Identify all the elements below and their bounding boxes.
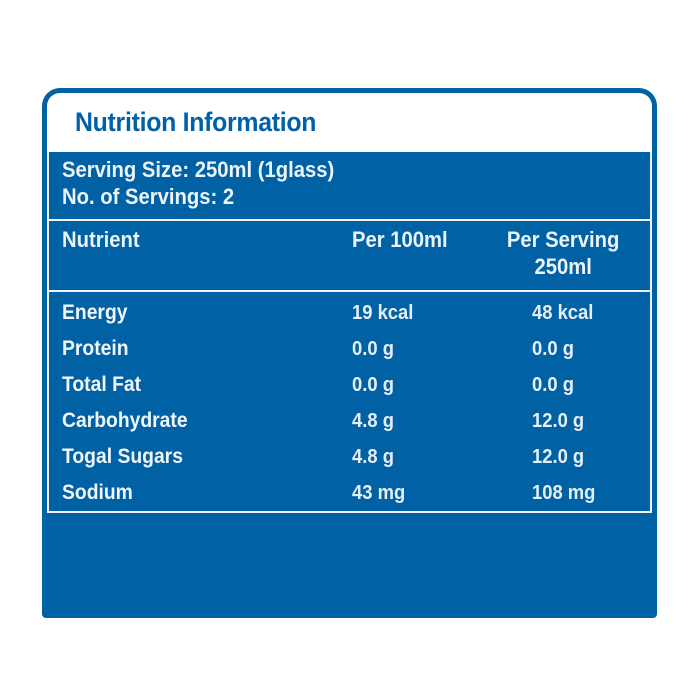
nutrient-name: Sodium [62,481,133,504]
nutrient-name: Energy [62,301,128,324]
panel-title: Nutrition Information [75,107,317,137]
table-row: Total Fat 0.0 g 0.0 g [49,367,650,403]
per-serving-value: 0.0 g [532,373,574,396]
nutrient-name: Togal Sugars [62,445,183,468]
per-100ml-value: 19 kcal [352,301,414,324]
nutrient-name: Protein [62,337,129,360]
column-header-nutrient: Nutrient [49,226,352,290]
separator-line [49,290,650,292]
nutrient-name: Carbohydrate [62,409,188,432]
serving-size-text: Serving Size: 250ml (1glass) [62,157,335,182]
column-header-row: Nutrient Per 100ml Per Serving 250ml [49,221,650,290]
per-serving-value: 48 kcal [532,301,594,324]
table-row: Energy 19 kcal 48 kcal [49,295,650,331]
column-header-per-100ml: Per 100ml [352,226,503,290]
table-row: Protein 0.0 g 0.0 g [49,331,650,367]
table-body: Energy 19 kcal 48 kcal Protein 0.0 g 0.0… [49,292,650,511]
per-100ml-value: 43 mg [352,481,406,504]
per-100ml-value: 4.8 g [352,445,394,468]
panel-header: Nutrition Information [47,93,652,152]
column-header-per-serving: Per Serving 250ml [503,226,623,290]
table-row: Carbohydrate 4.8 g 12.0 g [49,403,650,439]
serving-info: Serving Size: 250ml (1glass) No. of Serv… [49,152,650,219]
column-header-per-serving-line2: 250ml [534,254,592,279]
table-row: Sodium 43 mg 108 mg [49,475,650,511]
per-serving-value: 108 mg [532,481,596,504]
column-header-nutrient-label: Nutrient [62,227,140,252]
servings-count-text: No. of Servings: 2 [62,184,235,209]
nutrition-table: Serving Size: 250ml (1glass) No. of Serv… [47,152,652,513]
per-100ml-value: 0.0 g [352,373,394,396]
per-100ml-value: 0.0 g [352,337,394,360]
per-serving-value: 0.0 g [532,337,574,360]
per-100ml-value: 4.8 g [352,409,394,432]
nutrient-name: Total Fat [62,373,142,396]
table-row: Togal Sugars 4.8 g 12.0 g [49,439,650,475]
separator-line [49,219,650,221]
column-header-per-serving-line1: Per Serving [506,227,620,252]
nutrition-panel: Nutrition Information Serving Size: 250m… [42,88,657,618]
column-header-per-100ml-label: Per 100ml [352,227,448,252]
per-serving-value: 12.0 g [532,445,585,468]
per-serving-value: 12.0 g [532,409,585,432]
